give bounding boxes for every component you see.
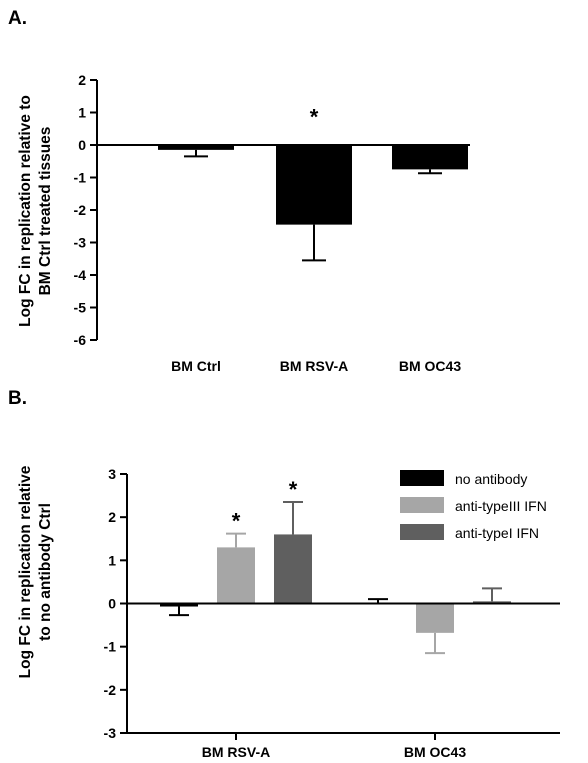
panel-a-y-tick-label: 2 bbox=[78, 72, 86, 88]
panel-b-y-tick-label: 0 bbox=[108, 596, 116, 612]
panel-a-y-tick-label: -1 bbox=[74, 170, 87, 186]
panel-a-bar-bm-rsv-a bbox=[276, 145, 352, 225]
panel-b-y-tick-label: -3 bbox=[104, 725, 117, 741]
panel-b-legend-swatch bbox=[400, 524, 444, 540]
panel-a-significance-marker: * bbox=[310, 105, 319, 130]
panel-a-y-tick-label: -5 bbox=[74, 300, 87, 316]
panel-a-ylabel-line-1: Log FC in replication relative to bbox=[17, 95, 34, 327]
panel-a-bar-bm-ctrl bbox=[158, 145, 234, 150]
panel-a-y-tick-label: -3 bbox=[74, 235, 87, 251]
panel-b-y-tick-label: -1 bbox=[104, 639, 117, 655]
panel-a-y-tick-label: 1 bbox=[78, 105, 86, 121]
panel-a-ylabel-line-2: BM Ctrl treated tissues bbox=[37, 127, 54, 296]
panel-b-bar-bm-rsv-a-anti-typei-ifn bbox=[274, 534, 312, 604]
panel-b-legend-label: anti-typeIII IFN bbox=[455, 498, 547, 514]
panel-b-y-tick-label: 1 bbox=[108, 552, 116, 568]
panel-a-bars: * bbox=[97, 105, 470, 262]
panel-a-category-label: BM Ctrl bbox=[171, 358, 221, 374]
panel-b-legend-swatch bbox=[400, 497, 444, 513]
panel-b-legend-label: no antibody bbox=[455, 471, 527, 487]
panel-a-axes: 2 1 0 -1 -2 -3 -4 -5 -6 BM Ctrl BM RSV-A BM OC43 bbox=[74, 72, 470, 374]
panel-a-y-tick-label: 0 bbox=[78, 137, 86, 153]
panel-b-category-label: BM OC43 bbox=[404, 744, 466, 760]
panel-a: A. Log FC in replication relative to BM … bbox=[8, 8, 470, 374]
panel-a-category-label: BM OC43 bbox=[399, 358, 461, 374]
panel-b-bar-bm-rsv-a-anti-typeiii-ifn bbox=[217, 547, 255, 604]
panel-a-category-label: BM RSV-A bbox=[280, 358, 348, 374]
panel-b-bar-bm-oc43-anti-typei-ifn bbox=[473, 601, 511, 604]
panel-b-category-label: BM RSV-A bbox=[202, 744, 270, 760]
panel-a-bar-bm-oc43 bbox=[392, 145, 468, 170]
panel-b-legend: no antibody anti-typeIII IFN anti-typeI IF… bbox=[400, 470, 547, 541]
panel-b-bar-bm-oc43-anti-typeiii-ifn bbox=[416, 603, 454, 633]
panel-a-y-tick-label: -2 bbox=[74, 202, 87, 218]
panel-a-y-tick-label: -4 bbox=[74, 267, 87, 283]
panel-b-significance-marker: * bbox=[232, 509, 241, 534]
panel-b: B. Log FC in replication relative to no … bbox=[8, 388, 560, 760]
panel-b-bar-bm-rsv-a-no-antibody bbox=[160, 603, 198, 607]
panel-b-ylabel-line-1: Log FC in replication relative bbox=[17, 465, 34, 678]
panel-b-label: B. bbox=[8, 388, 27, 409]
panel-b-bars: ** bbox=[127, 477, 560, 655]
panel-b-y-tick-label: 2 bbox=[108, 509, 116, 525]
panel-b-axes: 3 2 1 0 -1 -2 -3 BM RSV-A BM OC43 bbox=[104, 466, 560, 760]
panel-a-y-tick-label: -6 bbox=[74, 332, 87, 348]
panel-b-legend-label: anti-typeI IFN bbox=[455, 525, 539, 541]
panel-b-ylabel-line-2: to no antibody Ctrl bbox=[37, 503, 54, 641]
panel-b-y-tick-label: 3 bbox=[108, 466, 116, 482]
panel-b-significance-marker: * bbox=[289, 477, 298, 502]
panel-b-legend-swatch bbox=[400, 470, 444, 486]
panel-a-label: A. bbox=[8, 8, 27, 29]
panel-b-y-tick-label: -2 bbox=[104, 682, 117, 698]
